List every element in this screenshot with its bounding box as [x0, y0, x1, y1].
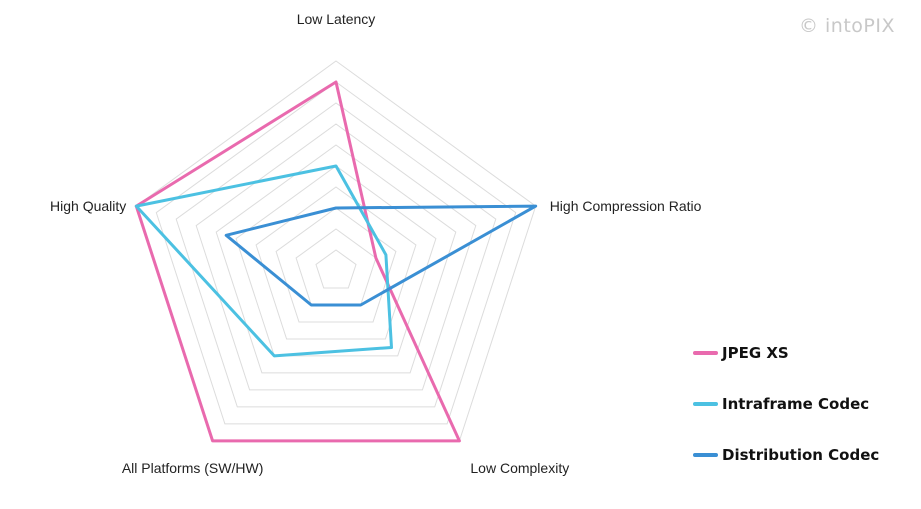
- series-line-distribution-codec: [224, 204, 538, 307]
- axis-label-low-latency: Low Latency: [297, 11, 376, 27]
- legend-label: Intraframe Codec: [722, 395, 870, 413]
- grid-ring: [195, 123, 477, 391]
- grid-ring: [315, 249, 357, 289]
- legend-swatch-distribution-codec: [693, 453, 718, 457]
- legend-item-distribution-codec[interactable]: Distribution Codec: [693, 446, 879, 464]
- grid-ring: [235, 165, 437, 357]
- axis-label-all-platforms-sw-hw: All Platforms (SW/HW): [122, 460, 264, 476]
- axis-label-low-complexity: Low Complexity: [470, 460, 569, 476]
- grid-ring: [255, 186, 417, 340]
- axis-label-high-quality: High Quality: [50, 198, 126, 214]
- series-layer: [134, 80, 538, 443]
- axis-labels: Low Latency High Compression Ratio Low Com…: [50, 11, 702, 476]
- grid-ring: [175, 102, 497, 408]
- watermark: © intoPIX: [798, 15, 895, 37]
- radar-grid: [135, 60, 537, 442]
- series-line-jpeg-xs: [134, 80, 461, 443]
- grid-ring: [275, 207, 397, 323]
- grid-ring: [215, 144, 457, 374]
- legend-item-intraframe-codec[interactable]: Intraframe Codec: [693, 395, 869, 413]
- series-line-intraframe-codec: [134, 164, 393, 358]
- grid-ring: [135, 60, 537, 442]
- legend-swatch-intraframe-codec: [693, 402, 718, 406]
- axis-label-high-compression-ratio: High Compression Ratio: [550, 198, 702, 214]
- grid-ring: [155, 81, 517, 425]
- legend-label: Distribution Codec: [722, 446, 880, 464]
- legend-item-jpeg-xs[interactable]: JPEG XS: [693, 344, 789, 362]
- legend-label: JPEG XS: [722, 344, 789, 362]
- legend-swatch-jpeg-xs: [693, 351, 718, 355]
- grid-ring: [295, 228, 377, 306]
